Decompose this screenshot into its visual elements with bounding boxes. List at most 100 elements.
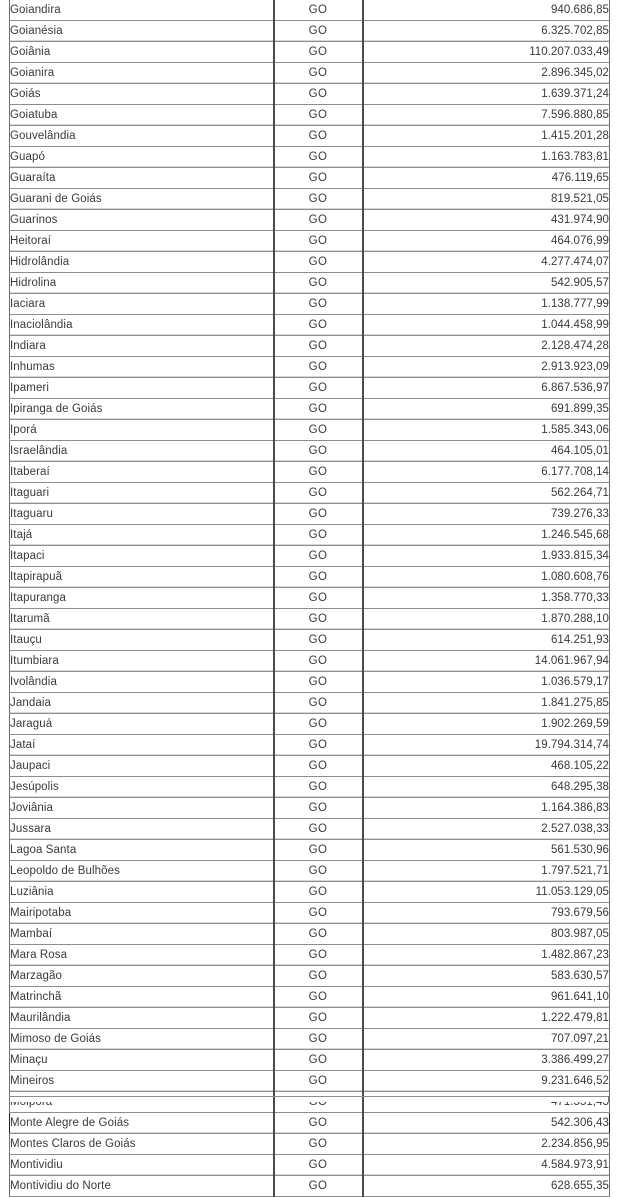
- cell-state-uf: GO: [272, 650, 364, 672]
- cell-amount-value: 542.306,43: [362, 1112, 610, 1134]
- cell-municipality-name: Itauçu: [9, 629, 274, 651]
- cell-state-uf: GO: [272, 1133, 364, 1155]
- table-row: Ivolândia GO 1.036.579,17: [9, 671, 610, 693]
- table-row: Moiporá GO 471.551,43: [9, 1091, 610, 1113]
- table-row: Jaupaci GO 468.105,22: [9, 755, 610, 777]
- cell-state-uf: GO: [272, 188, 364, 210]
- table-row: Itauçu GO 614.251,93: [9, 629, 610, 651]
- cell-amount-value: 6.177.708,14: [362, 461, 610, 483]
- cell-municipality-name: Moiporá: [9, 1091, 274, 1113]
- cell-amount-value: 431.974,90: [362, 209, 610, 231]
- table-row: Jandaia GO 1.841.275,85: [9, 692, 610, 714]
- cell-state-uf: GO: [272, 797, 364, 819]
- cell-amount-value: 1.902.269,59: [362, 713, 610, 735]
- cell-amount-value: 562.264,71: [362, 482, 610, 504]
- cell-state-uf: GO: [272, 230, 364, 252]
- cell-municipality-name: Guapó: [9, 146, 274, 168]
- table-row: Itapuranga GO 1.358.770,33: [9, 587, 610, 609]
- cell-state-uf: GO: [272, 923, 364, 945]
- cell-state-uf: GO: [272, 839, 364, 861]
- cell-state-uf: GO: [272, 524, 364, 546]
- cell-amount-value: 1.246.545,68: [362, 524, 610, 546]
- cell-municipality-name: Goiânia: [9, 41, 274, 63]
- cell-municipality-name: Heitoraí: [9, 230, 274, 252]
- cell-amount-value: 2.527.038,33: [362, 818, 610, 840]
- cell-municipality-name: Itaberaí: [9, 461, 274, 483]
- table-row: Maurilândia GO 1.222.479,81: [9, 1007, 610, 1029]
- cell-state-uf: GO: [272, 167, 364, 189]
- cell-amount-value: 819.521,05: [362, 188, 610, 210]
- cell-amount-value: 471.551,43: [362, 1091, 610, 1113]
- cell-amount-value: 7.596.880,85: [362, 104, 610, 126]
- cell-state-uf: GO: [272, 671, 364, 693]
- cell-municipality-name: Itajá: [9, 524, 274, 546]
- cell-amount-value: 542.905,57: [362, 272, 610, 294]
- cell-state-uf: GO: [272, 944, 364, 966]
- cell-state-uf: GO: [272, 314, 364, 336]
- cell-municipality-name: Goianira: [9, 62, 274, 84]
- table-row: Monte Alegre de Goiás GO 542.306,43: [9, 1112, 610, 1134]
- cell-municipality-name: Lagoa Santa: [9, 839, 274, 861]
- cell-state-uf: GO: [272, 1049, 364, 1071]
- table-row: Goiânia GO 110.207.033,49: [9, 41, 610, 63]
- table-row: Goianira GO 2.896.345,02: [9, 62, 610, 84]
- cell-amount-value: 6.325.702,85: [362, 20, 610, 42]
- cell-municipality-name: Hidrolina: [9, 272, 274, 294]
- cell-municipality-name: Itaguaru: [9, 503, 274, 525]
- cell-amount-value: 803.987,05: [362, 923, 610, 945]
- table-row: Hidrolândia GO 4.277.474,07: [9, 251, 610, 273]
- table-row: Goianésia GO 6.325.702,85: [9, 20, 610, 42]
- cell-state-uf: GO: [272, 146, 364, 168]
- cell-amount-value: 11.053.129,05: [362, 881, 610, 903]
- cell-state-uf: GO: [272, 251, 364, 273]
- cell-amount-value: 1.870.288,10: [362, 608, 610, 630]
- cell-municipality-name: Itarumã: [9, 608, 274, 630]
- cell-amount-value: 1.841.275,85: [362, 692, 610, 714]
- cell-amount-value: 9.231.646,52: [362, 1070, 610, 1092]
- cell-municipality-name: Gouvelândia: [9, 125, 274, 147]
- cell-state-uf: GO: [272, 965, 364, 987]
- table-row: Itapirapuã GO 1.080.608,76: [9, 566, 610, 588]
- cell-amount-value: 691.899,35: [362, 398, 610, 420]
- cell-municipality-name: Jandaia: [9, 692, 274, 714]
- table-row: Mara Rosa GO 1.482.867,23: [9, 944, 610, 966]
- cell-state-uf: GO: [272, 293, 364, 315]
- cell-amount-value: 1.080.608,76: [362, 566, 610, 588]
- cell-state-uf: GO: [272, 902, 364, 924]
- cell-amount-value: 476.119,65: [362, 167, 610, 189]
- table-row: Itarumã GO 1.870.288,10: [9, 608, 610, 630]
- cell-amount-value: 583.630,57: [362, 965, 610, 987]
- table-body: Goiandira GO 940.686,85 Goianésia GO 6.325.70…: [9, 0, 610, 1197]
- cell-state-uf: GO: [272, 629, 364, 651]
- cell-state-uf: GO: [272, 587, 364, 609]
- cell-municipality-name: Minaçu: [9, 1049, 274, 1071]
- table-row: Jaraguá GO 1.902.269,59: [9, 713, 610, 735]
- cell-amount-value: 464.076,99: [362, 230, 610, 252]
- table-row: Joviânia GO 1.164.386,83: [9, 797, 610, 819]
- cell-municipality-name: Marzagão: [9, 965, 274, 987]
- cell-amount-value: 1.138.777,99: [362, 293, 610, 315]
- cell-state-uf: GO: [272, 692, 364, 714]
- cell-municipality-name: Joviânia: [9, 797, 274, 819]
- cell-amount-value: 468.105,22: [362, 755, 610, 777]
- cell-state-uf: GO: [272, 503, 364, 525]
- cell-state-uf: GO: [272, 83, 364, 105]
- cell-state-uf: GO: [272, 1091, 364, 1113]
- cell-municipality-name: Jaupaci: [9, 755, 274, 777]
- cell-amount-value: 2.234.856,95: [362, 1133, 610, 1155]
- table-row: Goiandira GO 940.686,85: [9, 0, 610, 21]
- cell-state-uf: GO: [272, 356, 364, 378]
- table-row: Iaciara GO 1.138.777,99: [9, 293, 610, 315]
- table-row: Goiatuba GO 7.596.880,85: [9, 104, 610, 126]
- table-row: Iporá GO 1.585.343,06: [9, 419, 610, 441]
- cell-amount-value: 1.164.386,83: [362, 797, 610, 819]
- table-row: Itaguari GO 562.264,71: [9, 482, 610, 504]
- table-row: Matrinchã GO 961.641,10: [9, 986, 610, 1008]
- cell-state-uf: GO: [272, 1070, 364, 1092]
- cell-municipality-name: Jaraguá: [9, 713, 274, 735]
- table-row: Guarani de Goiás GO 819.521,05: [9, 188, 610, 210]
- cell-state-uf: GO: [272, 209, 364, 231]
- cell-state-uf: GO: [272, 566, 364, 588]
- cell-state-uf: GO: [272, 818, 364, 840]
- cell-amount-value: 1.482.867,23: [362, 944, 610, 966]
